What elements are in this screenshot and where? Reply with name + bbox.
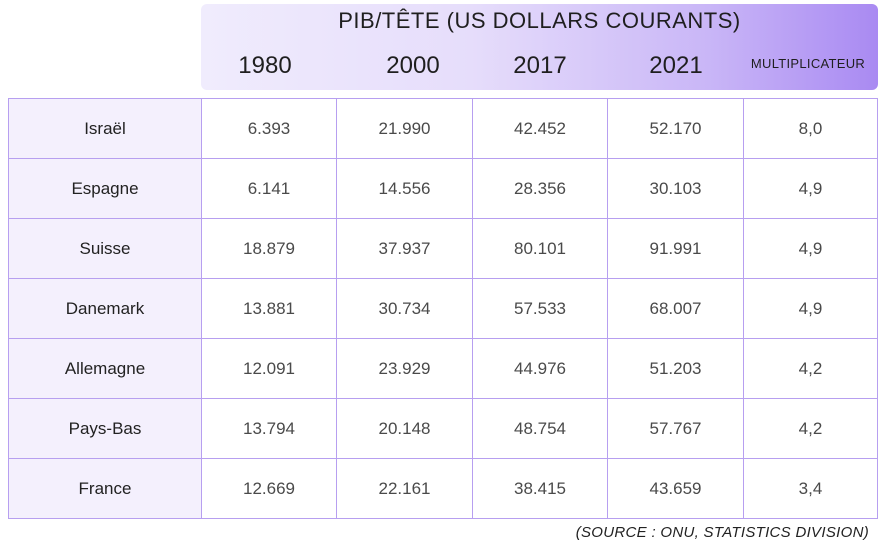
country-cell: Espagne xyxy=(8,158,202,219)
value-cell-2017: 38.415 xyxy=(472,458,608,519)
multiplier-cell: 4,9 xyxy=(743,218,878,279)
value-cell-2000: 20.148 xyxy=(336,398,473,459)
value-cell-2021: 51.203 xyxy=(607,338,744,399)
table-row: France 12.669 22.161 38.415 43.659 3,4 xyxy=(8,458,878,519)
country-cell: Suisse xyxy=(8,218,202,279)
value-cell-1980: 18.879 xyxy=(201,218,337,279)
value-cell-1980: 6.393 xyxy=(201,98,337,159)
table-row: Espagne 6.141 14.556 28.356 30.103 4,9 xyxy=(8,158,878,219)
column-header-2000: 2000 xyxy=(386,52,440,79)
column-header-2021: 2021 xyxy=(649,52,703,79)
table-row: Allemagne 12.091 23.929 44.976 51.203 4,… xyxy=(8,338,878,399)
value-cell-2021: 57.767 xyxy=(607,398,744,459)
value-cell-1980: 12.091 xyxy=(201,338,337,399)
table-row: Danemark 13.881 30.734 57.533 68.007 4,9 xyxy=(8,278,878,339)
value-cell-2017: 44.976 xyxy=(472,338,608,399)
column-header-1980: 1980 xyxy=(238,52,292,79)
multiplier-cell: 4,2 xyxy=(743,338,878,399)
gdp-per-capita-table: Israël 6.393 21.990 42.452 52.170 8,0 Es… xyxy=(8,98,878,519)
table-header-band xyxy=(201,4,878,90)
country-cell: Allemagne xyxy=(8,338,202,399)
value-cell-2000: 37.937 xyxy=(336,218,473,279)
value-cell-2021: 68.007 xyxy=(607,278,744,339)
value-cell-2021: 30.103 xyxy=(607,158,744,219)
value-cell-2000: 30.734 xyxy=(336,278,473,339)
value-cell-2017: 80.101 xyxy=(472,218,608,279)
value-cell-1980: 6.141 xyxy=(201,158,337,219)
country-cell: France xyxy=(8,458,202,519)
table-title: PIB/TÊTE (US DOLLARS COURANTS) xyxy=(338,8,741,33)
multiplier-cell: 4,2 xyxy=(743,398,878,459)
value-cell-2017: 57.533 xyxy=(472,278,608,339)
value-cell-1980: 12.669 xyxy=(201,458,337,519)
value-cell-1980: 13.881 xyxy=(201,278,337,339)
value-cell-2021: 52.170 xyxy=(607,98,744,159)
country-cell: Pays-Bas xyxy=(8,398,202,459)
multiplier-cell: 3,4 xyxy=(743,458,878,519)
country-cell: Israël xyxy=(8,98,202,159)
value-cell-2017: 28.356 xyxy=(472,158,608,219)
value-cell-2017: 42.452 xyxy=(472,98,608,159)
value-cell-2017: 48.754 xyxy=(472,398,608,459)
value-cell-2000: 22.161 xyxy=(336,458,473,519)
country-cell: Danemark xyxy=(8,278,202,339)
value-cell-2000: 23.929 xyxy=(336,338,473,399)
value-cell-1980: 13.794 xyxy=(201,398,337,459)
multiplier-cell: 8,0 xyxy=(743,98,878,159)
table-row: Pays-Bas 13.794 20.148 48.754 57.767 4,2 xyxy=(8,398,878,459)
table-row: Israël 6.393 21.990 42.452 52.170 8,0 xyxy=(8,98,878,159)
multiplier-cell: 4,9 xyxy=(743,278,878,339)
table-row: Suisse 18.879 37.937 80.101 91.991 4,9 xyxy=(8,218,878,279)
value-cell-2021: 91.991 xyxy=(607,218,744,279)
value-cell-2000: 14.556 xyxy=(336,158,473,219)
multiplier-cell: 4,9 xyxy=(743,158,878,219)
value-cell-2000: 21.990 xyxy=(336,98,473,159)
value-cell-2021: 43.659 xyxy=(607,458,744,519)
source-note: (SOURCE : ONU, STATISTICS DIVISION) xyxy=(575,524,869,541)
column-header-2017: 2017 xyxy=(513,52,567,79)
column-header-multiplicateur: MULTIPLICATEUR xyxy=(750,56,866,71)
